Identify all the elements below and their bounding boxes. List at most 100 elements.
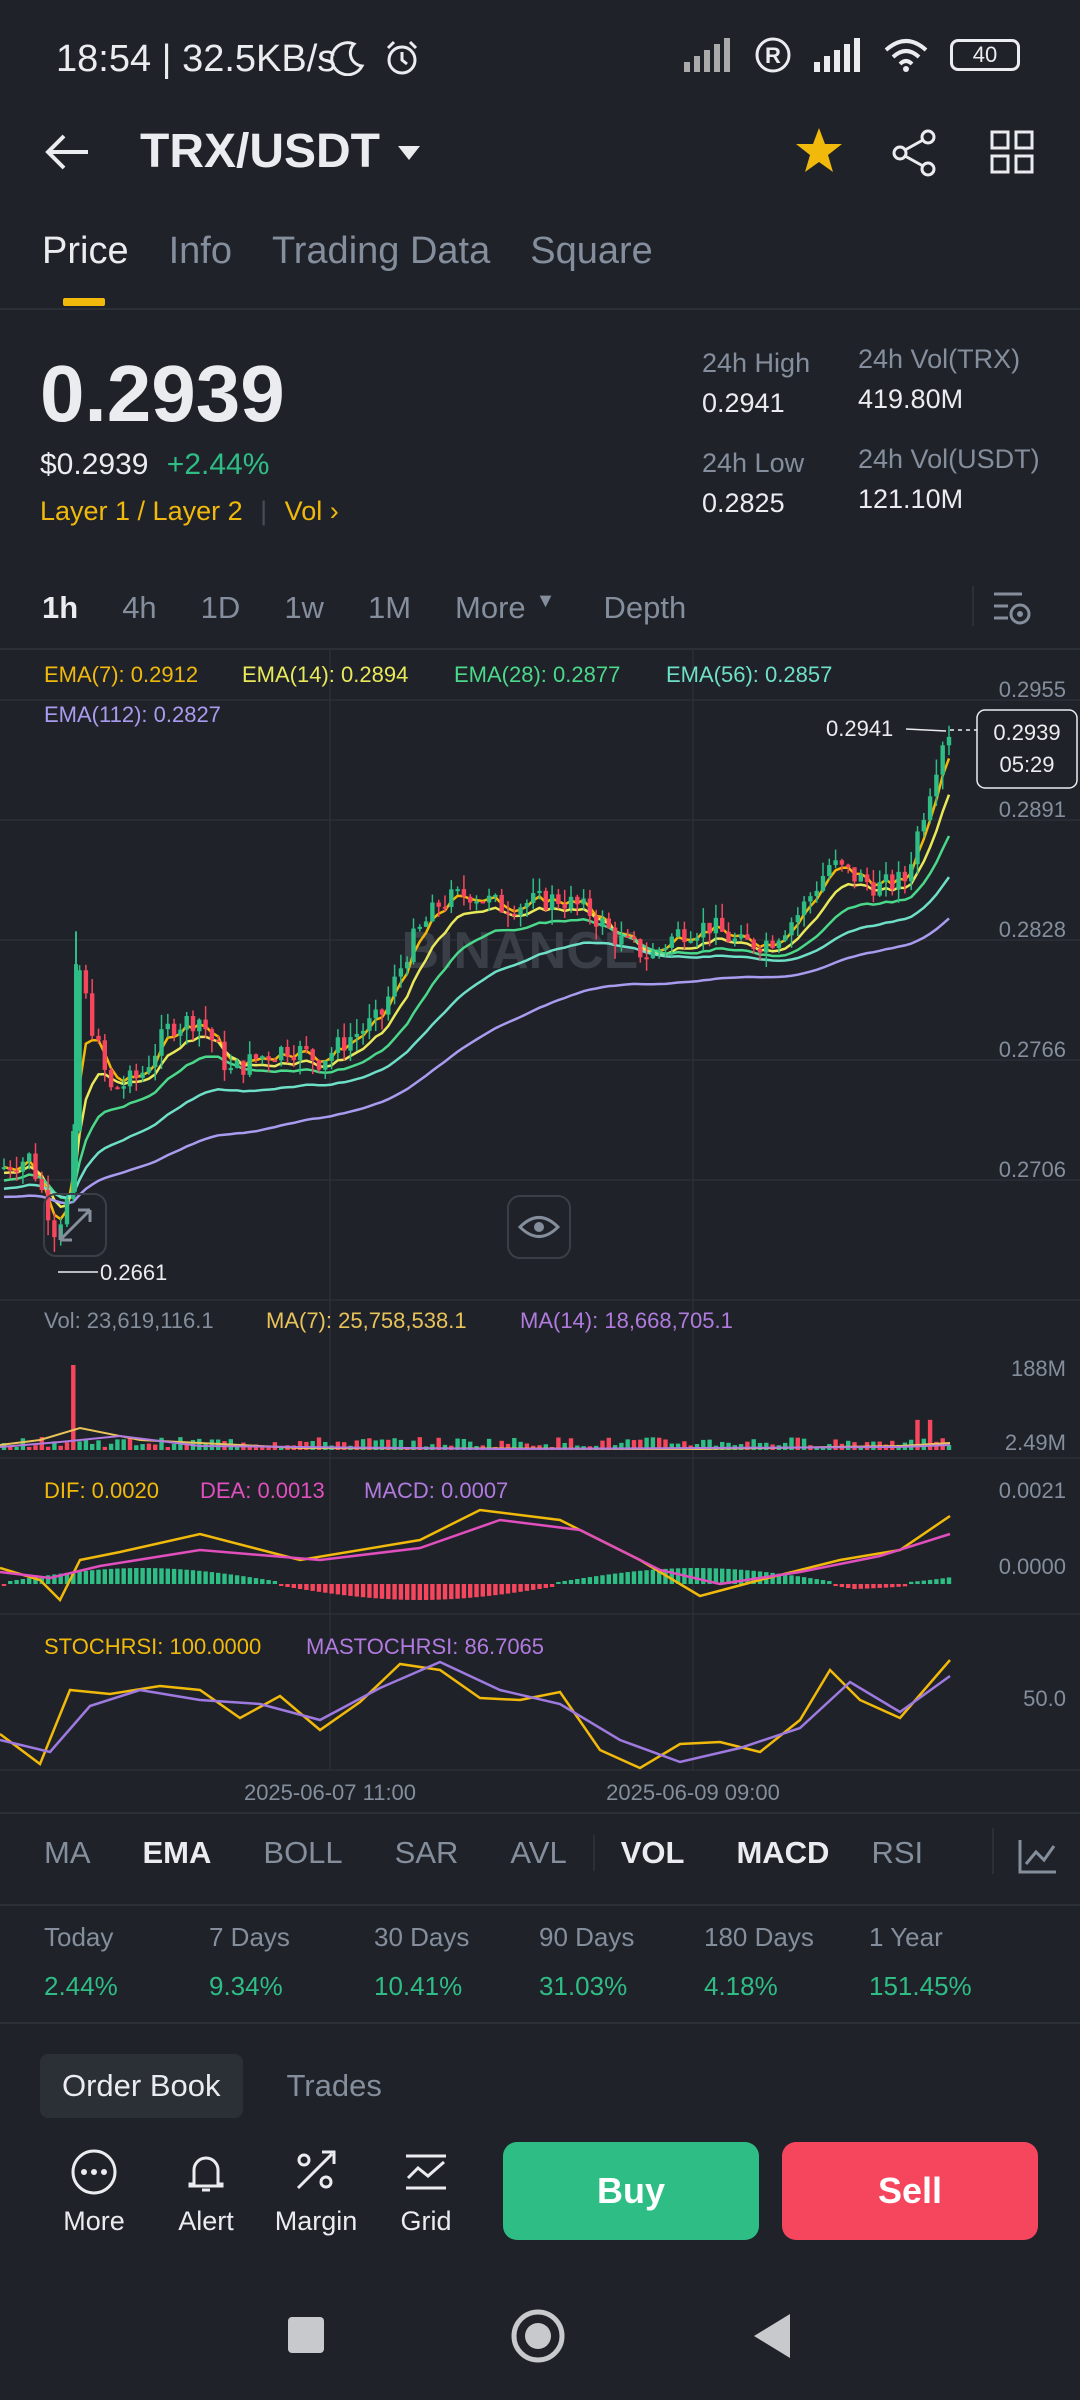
macd-bar	[801, 1577, 807, 1584]
tab-trading-data[interactable]: Trading Data	[271, 230, 491, 272]
volume-bar	[121, 1439, 126, 1450]
tab-square[interactable]: Square	[530, 230, 653, 272]
tab-info[interactable]: Info	[168, 230, 232, 272]
volume-bar	[184, 1444, 189, 1450]
indicator-sar[interactable]: SAR	[394, 1835, 459, 1870]
macd-bar	[310, 1584, 315, 1591]
candle	[354, 1033, 359, 1038]
candle	[146, 1067, 152, 1073]
tf-1w[interactable]: 1w	[284, 590, 324, 625]
candle	[436, 902, 441, 907]
sector-tag[interactable]: Layer 1 / Layer 2	[40, 496, 243, 526]
tf-1m[interactable]: 1M	[367, 590, 412, 625]
macd-bar	[902, 1584, 908, 1587]
candle	[253, 1054, 259, 1059]
tf-more[interactable]: More	[455, 590, 526, 625]
macd-bar	[342, 1584, 347, 1596]
indicator-ema[interactable]: EMA	[142, 1835, 212, 1870]
volume-bar	[247, 1445, 252, 1450]
bell-icon	[188, 2156, 224, 2192]
volume-bar	[650, 1437, 656, 1450]
indicator-settings-icon[interactable]	[1018, 1838, 1058, 1874]
candle	[657, 949, 662, 952]
macd-bar	[304, 1584, 309, 1590]
macd-bar	[669, 1568, 674, 1584]
tf-4h[interactable]: 4h	[122, 590, 157, 625]
perf-90d: 90 Days 31.03%	[539, 1922, 704, 2002]
layout-grid-icon[interactable]	[990, 130, 1034, 174]
candle	[638, 939, 643, 958]
candle	[449, 889, 454, 907]
last-price: 0.2939	[40, 349, 285, 438]
macd-bar	[934, 1579, 939, 1584]
share-icon[interactable]	[890, 128, 940, 178]
volume-bar	[45, 1446, 51, 1450]
candle	[720, 917, 725, 932]
macd-bar	[52, 1574, 57, 1584]
tab-order-book[interactable]: Order Book	[40, 2054, 243, 2118]
expand-button[interactable]	[43, 1193, 107, 1257]
volume-bar	[675, 1443, 681, 1450]
perf-value: 10.41%	[374, 1971, 463, 2001]
sell-button[interactable]: Sell	[782, 2142, 1038, 2240]
macd-bar	[1, 1584, 7, 1586]
candle	[266, 1056, 271, 1061]
indicator-avl[interactable]: AVL	[510, 1835, 567, 1870]
price-chart[interactable]: BINANCE EMA(7): 0.2912 EMA(14): 0.2894 E…	[0, 640, 1080, 1820]
tf-depth[interactable]: Depth	[603, 590, 687, 625]
ema112-label: EMA(112): 0.2827	[44, 702, 221, 727]
recents-icon[interactable]	[288, 2317, 324, 2353]
candle	[594, 915, 599, 927]
candle	[411, 928, 416, 963]
candle	[612, 927, 618, 945]
chart-settings-icon[interactable]	[992, 588, 1034, 628]
visibility-button[interactable]	[507, 1195, 571, 1259]
macd-bar	[713, 1568, 719, 1584]
candle	[392, 976, 397, 997]
macd-bar	[316, 1584, 322, 1592]
candle	[757, 948, 763, 953]
indicator-macd[interactable]: MACD	[736, 1835, 830, 1870]
expand-icon	[58, 1208, 92, 1242]
candle	[505, 912, 511, 915]
candle	[323, 1060, 328, 1070]
candle	[140, 1072, 145, 1078]
perf-label: 1 Year	[869, 1922, 943, 1952]
tf-1h[interactable]: 1h	[42, 590, 79, 625]
indicator-vol[interactable]: VOL	[620, 1835, 685, 1870]
candle	[820, 876, 826, 891]
candle	[927, 796, 933, 820]
buy-button[interactable]: Buy	[503, 2142, 759, 2240]
divider	[0, 1904, 1080, 1906]
candle	[915, 831, 920, 865]
grid-button[interactable]: Grid	[376, 2148, 476, 2237]
pair-title[interactable]: TRX/USDT	[140, 125, 380, 178]
back-nav-icon[interactable]	[752, 2312, 792, 2360]
current-price-label: 0.2939	[993, 720, 1060, 745]
indicator-boll[interactable]: BOLL	[263, 1835, 343, 1870]
macd-bar	[474, 1584, 479, 1598]
tab-price[interactable]: Price	[42, 230, 129, 272]
macd-bar	[64, 1572, 70, 1584]
indicator-ma[interactable]: MA	[44, 1835, 91, 1870]
chevron-down-icon[interactable]	[396, 144, 422, 162]
home-icon[interactable]	[510, 2308, 566, 2364]
macd-bar	[581, 1578, 586, 1584]
volume-bar	[398, 1439, 404, 1450]
candle	[45, 1190, 51, 1221]
tab-trades[interactable]: Trades	[286, 2068, 382, 2103]
tf-1d[interactable]: 1D	[200, 590, 241, 625]
candle	[650, 951, 656, 959]
more-button[interactable]: More	[44, 2148, 144, 2237]
back-arrow-icon[interactable]	[44, 132, 92, 172]
alert-button[interactable]: Alert	[156, 2148, 256, 2237]
caret-down-icon: ▼	[535, 590, 556, 612]
candle	[549, 894, 555, 910]
star-icon[interactable]	[794, 126, 844, 176]
volume-bar	[64, 1442, 70, 1450]
vol-link[interactable]: Vol	[284, 496, 323, 526]
macd-bar	[871, 1584, 876, 1589]
margin-button[interactable]: Margin	[266, 2148, 366, 2237]
mastochrsi-label: MASTOCHRSI: 86.7065	[306, 1634, 544, 1659]
indicator-rsi[interactable]: RSI	[871, 1835, 924, 1870]
